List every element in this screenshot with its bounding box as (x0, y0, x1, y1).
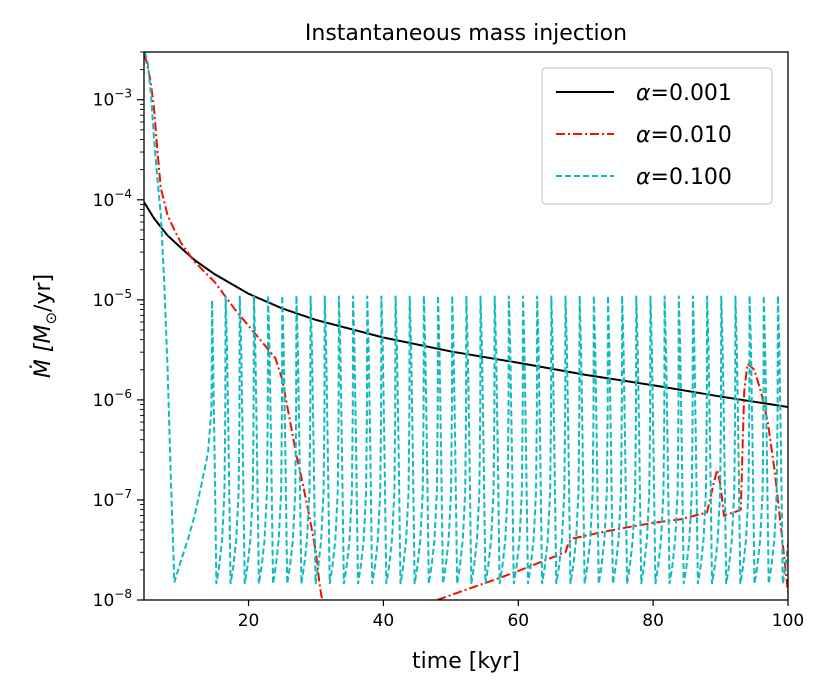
series-alpha-0.100-line (144, 52, 788, 585)
legend-label-2: α=0.100 (636, 165, 732, 190)
y-axis-label-prefix: Ṁ [M (30, 325, 56, 379)
x-tick-label-1: 40 (373, 611, 395, 631)
y-axis-label-sub: ⊙ (42, 312, 60, 325)
y-axis-label: Ṁ [M⊙/yr] (30, 274, 60, 378)
chart-title: Instantaneous mass injection (305, 21, 627, 46)
y-tick-label-1: 10−7 (93, 487, 132, 511)
x-tick-label-2: 60 (507, 611, 529, 631)
y-tick-label-3: 10−5 (93, 287, 132, 311)
y-tick-label-4: 10−4 (93, 187, 132, 211)
x-axis-label: time [kyr] (412, 649, 520, 674)
legend-label-1: α=0.010 (636, 123, 732, 148)
y-axis-label-suffix: /yr] (31, 274, 56, 312)
y-tick-label-5: 10−3 (93, 87, 132, 111)
legend-label-0: α=0.001 (636, 81, 732, 106)
plot-frame (143, 51, 789, 601)
series-alpha-0.010-line-early (144, 54, 324, 600)
svg-text:Ṁ [M⊙/yr]: Ṁ [M⊙/yr] (30, 274, 60, 378)
x-tick-label-0: 20 (238, 611, 260, 631)
y-tick-label-0: 10−8 (93, 587, 132, 611)
y-tick-label-2: 10−6 (93, 387, 132, 411)
legend-box (541, 67, 773, 205)
legend: α=0.001 α=0.010 α=0.100 (541, 67, 773, 205)
x-tick-label-3: 80 (642, 611, 664, 631)
series-alpha-0.001-line (144, 201, 788, 408)
x-tick-label-4: 100 (772, 611, 804, 631)
